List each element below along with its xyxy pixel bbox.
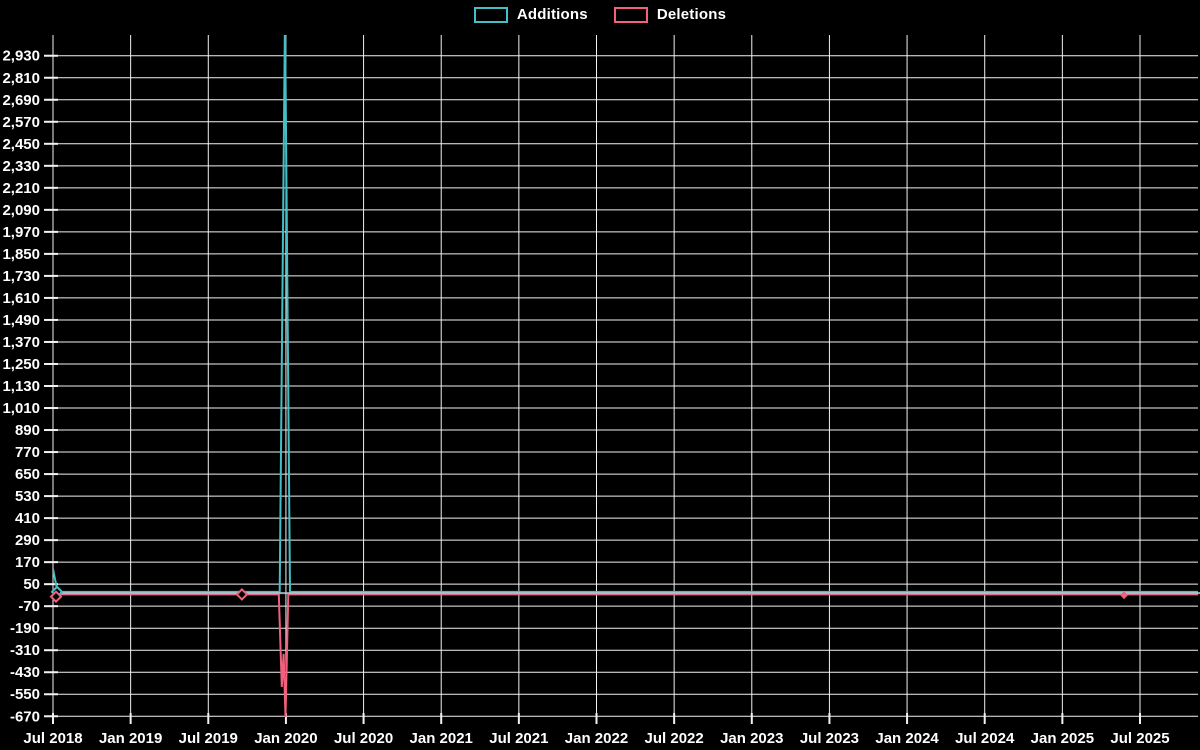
y-tick-label: 650 — [15, 466, 40, 483]
y-tick-label: 290 — [15, 532, 40, 549]
y-tick-label: 770 — [15, 444, 40, 461]
y-tick-label: 1,250 — [2, 356, 40, 373]
y-tick-label: 2,450 — [2, 136, 40, 153]
y-tick-label: 2,090 — [2, 202, 40, 219]
series-line-deletions — [53, 593, 1198, 718]
legend-swatch-deletions-icon — [613, 6, 648, 23]
y-tick-label: 1,610 — [2, 290, 40, 307]
y-tick-label: 1,010 — [2, 400, 40, 417]
x-tick-label: Jan 2022 — [565, 730, 628, 747]
deletions-marker-diamond-icon — [235, 588, 249, 601]
chart-legend: Additions Deletions — [0, 6, 1200, 23]
y-tick-label: 1,970 — [2, 224, 40, 241]
y-tick-label: 2,810 — [2, 70, 40, 87]
y-tick-label: 2,690 — [2, 92, 40, 109]
x-tick-label: Jul 2025 — [1110, 730, 1169, 747]
x-tick-label: Jul 2024 — [955, 730, 1015, 747]
y-tick-label: -550 — [10, 686, 40, 703]
y-tick-label: 1,730 — [2, 268, 40, 285]
y-tick-label: -190 — [10, 620, 40, 637]
y-tick-label: 2,570 — [2, 114, 40, 131]
legend-item-additions: Additions — [473, 6, 588, 23]
y-tick-label: 2,930 — [2, 48, 40, 65]
y-tick-label: -310 — [10, 642, 40, 659]
x-tick-label: Jul 2021 — [489, 730, 548, 747]
x-tick-label: Jan 2020 — [254, 730, 317, 747]
deletions-small-marker-icon — [1120, 591, 1128, 600]
y-tick-label: 1,130 — [2, 378, 40, 395]
x-tick-label: Jan 2025 — [1031, 730, 1094, 747]
x-tick-label: Jul 2023 — [800, 730, 859, 747]
legend-swatch-additions-icon — [473, 6, 508, 23]
y-tick-label: 1,850 — [2, 246, 40, 263]
y-tick-label: 2,330 — [2, 158, 40, 175]
x-tick-label: Jan 2024 — [875, 730, 939, 747]
legend-label: Deletions — [656, 6, 727, 23]
x-tick-label: Jul 2018 — [23, 730, 82, 747]
series-line-additions — [53, 35, 1198, 593]
legend-label: Additions — [516, 6, 588, 23]
x-tick-label: Jan 2019 — [99, 730, 162, 747]
x-tick-label: Jan 2023 — [720, 730, 783, 747]
y-tick-label: -70 — [18, 598, 40, 615]
y-tick-label: 410 — [15, 510, 40, 527]
y-tick-label: -430 — [10, 664, 40, 681]
deletions-marker-diamond-icon — [49, 590, 63, 604]
x-tick-label: Jul 2019 — [179, 730, 238, 747]
x-tick-label: Jul 2022 — [645, 730, 704, 747]
legend-item-deletions: Deletions — [613, 6, 727, 23]
y-tick-label: -670 — [10, 708, 40, 725]
y-tick-label: 1,370 — [2, 334, 40, 351]
y-tick-label: 1,490 — [2, 312, 40, 329]
y-tick-label: 170 — [15, 554, 40, 571]
y-tick-label: 530 — [15, 488, 40, 505]
y-tick-label: 890 — [15, 422, 40, 439]
x-tick-label: Jul 2020 — [334, 730, 393, 747]
y-tick-label: 2,210 — [2, 180, 40, 197]
y-tick-label: 50 — [23, 576, 40, 593]
x-tick-label: Jan 2021 — [410, 730, 473, 747]
